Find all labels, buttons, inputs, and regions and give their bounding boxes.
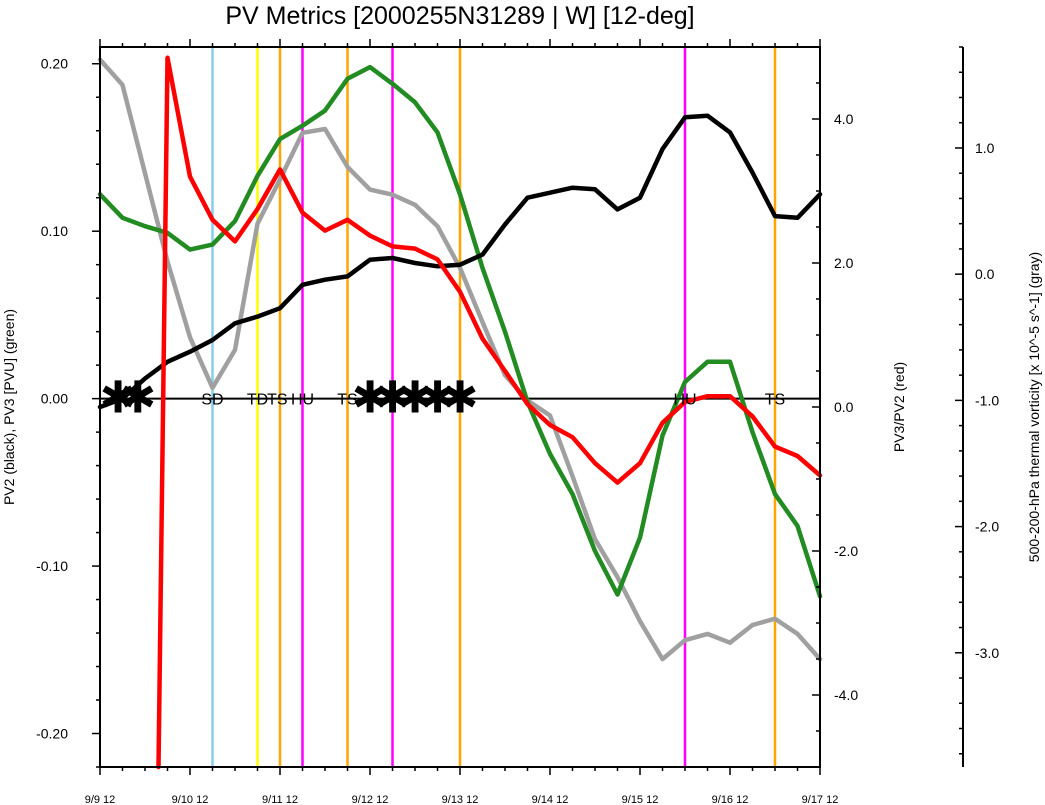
stage-label-1: TD	[247, 392, 268, 409]
asterisk-marker-3: ✱	[374, 373, 411, 424]
asterisk-marker-5: ✱	[419, 373, 456, 424]
asterisk-marker-6: ✱	[442, 373, 479, 424]
series-lines	[97, 55, 823, 770]
stage-label-5: HU	[673, 392, 696, 409]
x-tick-label: 9/15 12	[622, 794, 659, 805]
x-tick-label: 9/12 12	[352, 794, 389, 805]
left-tick-label: -0.10	[36, 558, 68, 574]
x-tick-label: 9/14 12	[532, 794, 569, 805]
asterisk-markers: ✱✱ ✱✱✱✱✱	[100, 373, 479, 424]
right-tick-label: 4.0	[834, 111, 854, 127]
left-tick-label: 0.20	[41, 56, 68, 72]
stage-label-6: TS	[765, 392, 785, 409]
x-tick-label: 9/17 12	[802, 794, 839, 805]
x-tick-label: 9/16 12	[712, 794, 749, 805]
far-right-axis-title: 500-200-hPa thermal vorticity [x 10^-5 s…	[1026, 252, 1042, 562]
far-right-tick-label: -1.0	[975, 392, 999, 408]
far-right-tick-label: 1.0	[975, 140, 995, 156]
x-tick-label: 9/9 12	[85, 794, 116, 805]
right-tick-label: -2.0	[834, 543, 858, 559]
asterisk-marker-2: ✱	[352, 373, 389, 424]
stage-label-2: TS	[267, 392, 287, 409]
x-tick-label: 9/13 12	[442, 794, 479, 805]
right-tick-label: 2.0	[834, 255, 854, 271]
series-line-thermal-vorticity	[97, 57, 823, 662]
stage-label-4: TS	[337, 392, 357, 409]
chart-title: PV Metrics [2000255N31289 | W] [12-deg]	[225, 2, 694, 30]
series-line-pv2	[97, 113, 823, 410]
right-tick-label: -4.0	[834, 687, 858, 703]
right-axis-title: PV3/PV2 (red)	[891, 362, 907, 452]
left-axis-title: PV2 (black), PV3 [PVU] (green)	[1, 309, 17, 505]
far-right-tick-label: -3.0	[975, 645, 999, 661]
x-tick-label: 9/11 12	[262, 794, 298, 805]
stage-label-3: HU	[291, 392, 314, 409]
left-tick-label: -0.20	[36, 726, 68, 742]
right-tick-label: 0.0	[834, 399, 854, 415]
left-tick-label: 0.10	[41, 223, 68, 239]
asterisk-marker-1: ✱	[119, 373, 156, 424]
asterisk-marker-4: ✱	[397, 373, 434, 424]
series-line-pv3-pv2	[156, 55, 823, 770]
far-right-tick-label: 0.0	[975, 266, 995, 282]
left-tick-label: 0.00	[41, 391, 68, 407]
x-tick-label: 9/10 12	[172, 794, 209, 805]
axes: 9/9 12 9/10 12 9/11 12 9/12 12 9/13 12 9/14 1…	[36, 39, 999, 805]
series-line-pv3	[97, 64, 823, 599]
asterisk-marker-0: ✱	[100, 373, 137, 424]
stage-label-0: SD	[201, 392, 223, 409]
far-right-tick-label: -2.0	[975, 519, 999, 535]
